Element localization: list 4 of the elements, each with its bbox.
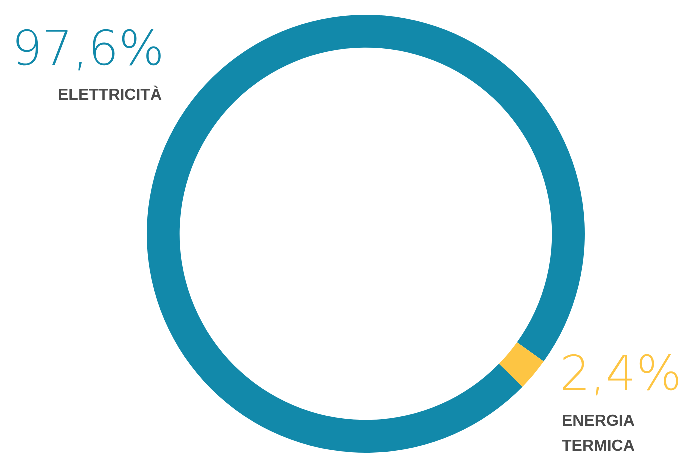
data-label: 97,6% [12,21,164,77]
slice-label: ELETTRICITÀ [58,85,162,104]
slice-label: ENERGIA TERMICA [562,413,636,453]
data-label: 2,4% [560,346,682,402]
